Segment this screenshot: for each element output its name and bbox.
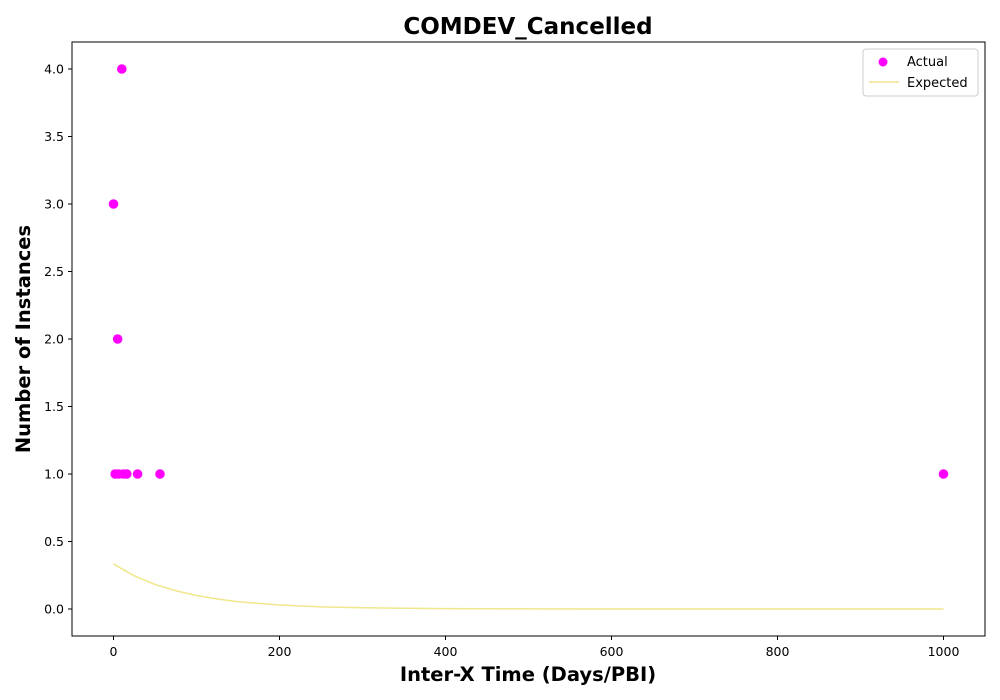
y-tick-label: 2.5 xyxy=(44,264,64,279)
x-tick-label: 1000 xyxy=(928,644,960,659)
y-axis-label: Number of Instances xyxy=(12,225,35,453)
y-tick-label: 0.5 xyxy=(44,534,64,549)
actual-data-point xyxy=(117,64,127,74)
y-tick-label: 0.0 xyxy=(44,602,64,617)
expected-series-line xyxy=(113,563,944,610)
chart-title: COMDEV_Cancelled xyxy=(403,14,652,40)
x-tick-label: 800 xyxy=(766,644,790,659)
actual-data-point xyxy=(108,199,119,209)
y-tick-label: 1.0 xyxy=(44,467,64,482)
actual-data-point xyxy=(938,469,949,479)
y-tick-label: 3.5 xyxy=(44,129,64,144)
x-axis-label: Inter-X Time (Days/PBI) xyxy=(400,663,656,686)
x-axis: 0 200 400 600 800 1000 xyxy=(110,636,960,659)
actual-data-point xyxy=(132,469,143,479)
actual-data-point xyxy=(121,469,132,479)
actual-data-point xyxy=(155,469,165,479)
legend: Actual Expected xyxy=(862,48,979,97)
legend-actual-label: Actual xyxy=(907,55,948,70)
plot-area xyxy=(108,64,949,610)
y-tick-label: 1.5 xyxy=(44,399,64,414)
actual-data-point xyxy=(112,334,123,344)
x-tick-label: 400 xyxy=(434,644,458,659)
x-tick-label: 600 xyxy=(600,644,624,659)
legend-expected-label: Expected xyxy=(907,76,968,91)
y-axis: 0.0 0.5 1.0 1.5 2.0 2.5 3.0 3.5 4.0 xyxy=(44,62,72,617)
x-tick-label: 0 xyxy=(110,644,118,659)
x-tick-label: 200 xyxy=(268,644,292,659)
legend-box xyxy=(862,48,979,97)
legend-actual-marker xyxy=(878,57,888,67)
y-tick-label: 3.0 xyxy=(44,197,64,212)
plot-frame xyxy=(71,41,986,637)
y-tick-label: 4.0 xyxy=(44,62,64,77)
y-tick-label: 2.0 xyxy=(44,332,64,347)
